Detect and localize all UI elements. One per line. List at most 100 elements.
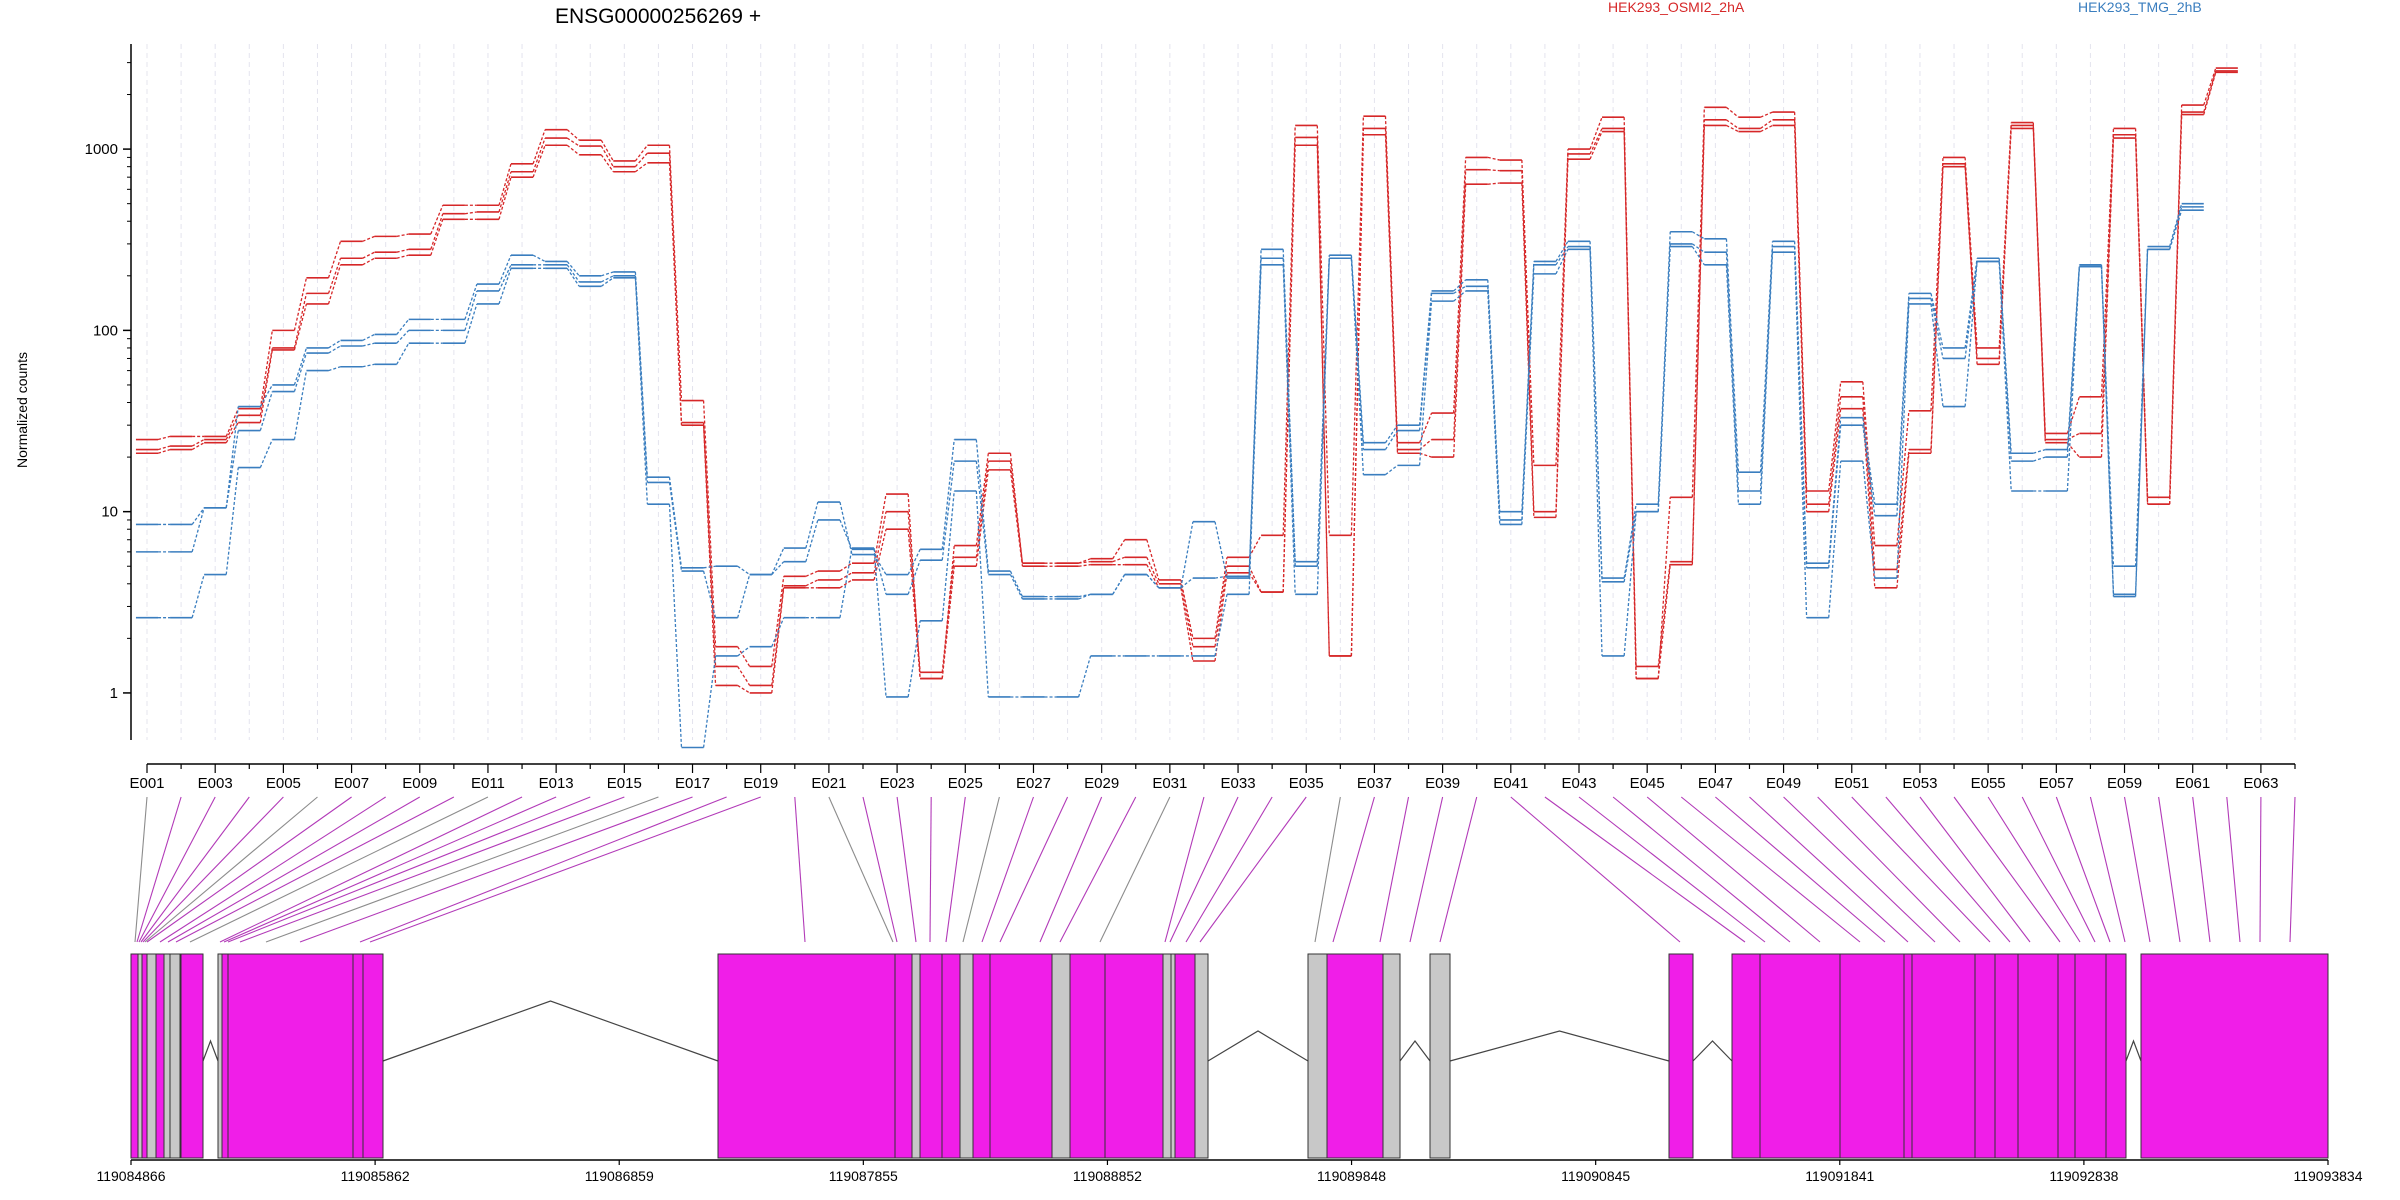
series-connector <box>1691 125 1705 565</box>
y-axis-label: Normalized counts <box>14 352 30 468</box>
series-connector <box>1146 564 1160 589</box>
coord-tick-label: 119091841 <box>1805 1168 1874 1184</box>
exon-box <box>1307 953 1328 1159</box>
series-connector <box>839 501 853 555</box>
series-connector <box>1453 157 1467 414</box>
series-connector <box>2032 125 2046 440</box>
exon-connector <box>1612 796 1791 943</box>
series-connector <box>1384 424 1399 444</box>
exon-box <box>959 953 974 1159</box>
exon-box <box>352 953 364 1159</box>
series-connector <box>771 547 785 575</box>
x-tick-label: E003 <box>198 775 233 792</box>
series-connector <box>1555 249 1569 275</box>
exon-box <box>1174 953 1196 1159</box>
exon-connector <box>1851 796 1991 943</box>
series-connector <box>1112 539 1126 560</box>
exon-box <box>146 953 157 1159</box>
series-connector <box>1760 111 1773 118</box>
series-connector <box>1793 125 1808 512</box>
exon-connector <box>2089 796 2126 943</box>
series-connector <box>1726 124 1739 133</box>
coord-tick-label: 119087855 <box>829 1168 898 1184</box>
series-connector <box>873 511 887 573</box>
series-connector <box>1009 469 1024 567</box>
series-connector <box>873 529 887 581</box>
series-connector <box>737 565 751 576</box>
y-tick-label: 100 <box>93 322 118 339</box>
series-connector <box>1112 556 1125 563</box>
series-connector <box>532 129 546 164</box>
exon-box <box>919 953 943 1159</box>
series-connector <box>668 145 683 401</box>
series-connector <box>430 219 444 256</box>
exon-connector <box>2226 796 2241 943</box>
series-connector <box>328 339 341 349</box>
series-connector <box>2066 266 2081 492</box>
exon-connector <box>1185 796 1273 943</box>
series-connector <box>1077 655 1092 698</box>
series-connector <box>1726 106 1739 118</box>
series-connector <box>600 275 614 283</box>
x-tick-label: E061 <box>2175 775 2210 792</box>
x-tick-label: E043 <box>1561 775 1596 792</box>
y-axis: 1 10 100 1000 <box>85 44 132 740</box>
gene-model <box>130 953 2329 1159</box>
exon-connector <box>2055 796 2111 943</box>
exon-connector <box>1099 796 1171 943</box>
exon-box <box>155 953 165 1159</box>
exon-connector <box>1783 796 1936 943</box>
series-connector <box>191 507 205 553</box>
series-connector <box>1930 298 1944 359</box>
exon-box <box>2105 953 2127 1159</box>
series-connector <box>1384 134 1399 454</box>
x-tick-label: E037 <box>1357 775 1392 792</box>
series-connector <box>1555 149 1569 466</box>
series-connector <box>2134 249 2149 595</box>
series-connector <box>1760 124 1773 133</box>
x-tick-label: E051 <box>1834 775 1869 792</box>
series-connector <box>600 277 614 287</box>
series-connector <box>1998 258 2012 454</box>
series-connector <box>1521 170 1535 512</box>
exon-connector <box>2123 796 2151 943</box>
series-connector <box>293 347 308 386</box>
series-connector <box>1793 252 1808 618</box>
intron-line <box>1692 1040 1733 1062</box>
series-connector <box>1691 243 1705 253</box>
exon-connector <box>2021 796 2096 943</box>
exon-connector <box>140 796 250 943</box>
series-connector <box>259 347 273 416</box>
exon-connector <box>265 796 659 943</box>
exon-box <box>894 953 913 1159</box>
exon-connector <box>999 796 1069 943</box>
series-connector <box>907 620 921 698</box>
series-connector <box>1589 131 1603 160</box>
exon-connector <box>2158 796 2181 943</box>
exon-box <box>221 953 229 1159</box>
series-connector <box>702 422 717 667</box>
series-connector <box>1009 461 1024 564</box>
exon-box <box>1051 953 1071 1159</box>
x-tick-label: E011 <box>471 775 505 792</box>
series-connector <box>941 490 955 621</box>
exon-box <box>1429 953 1451 1159</box>
exon-box <box>1668 953 1694 1159</box>
exon-connector <box>138 796 216 943</box>
series-connector <box>362 342 375 347</box>
series-connector <box>464 303 478 344</box>
series-connector <box>191 442 205 451</box>
x-tick-label: E063 <box>2243 775 2278 792</box>
series-connector <box>2100 264 2115 597</box>
series-connector <box>259 349 273 423</box>
x-tick-label: E047 <box>1698 775 1733 792</box>
series-connector <box>668 482 683 572</box>
exon-box <box>2057 953 2076 1159</box>
exon-connector <box>1314 796 1341 943</box>
exon-box <box>717 953 896 1159</box>
series-connector <box>1214 557 1228 639</box>
exon-box <box>362 953 384 1159</box>
series-connector <box>1146 574 1160 589</box>
intron-line <box>2125 1039 2142 1062</box>
